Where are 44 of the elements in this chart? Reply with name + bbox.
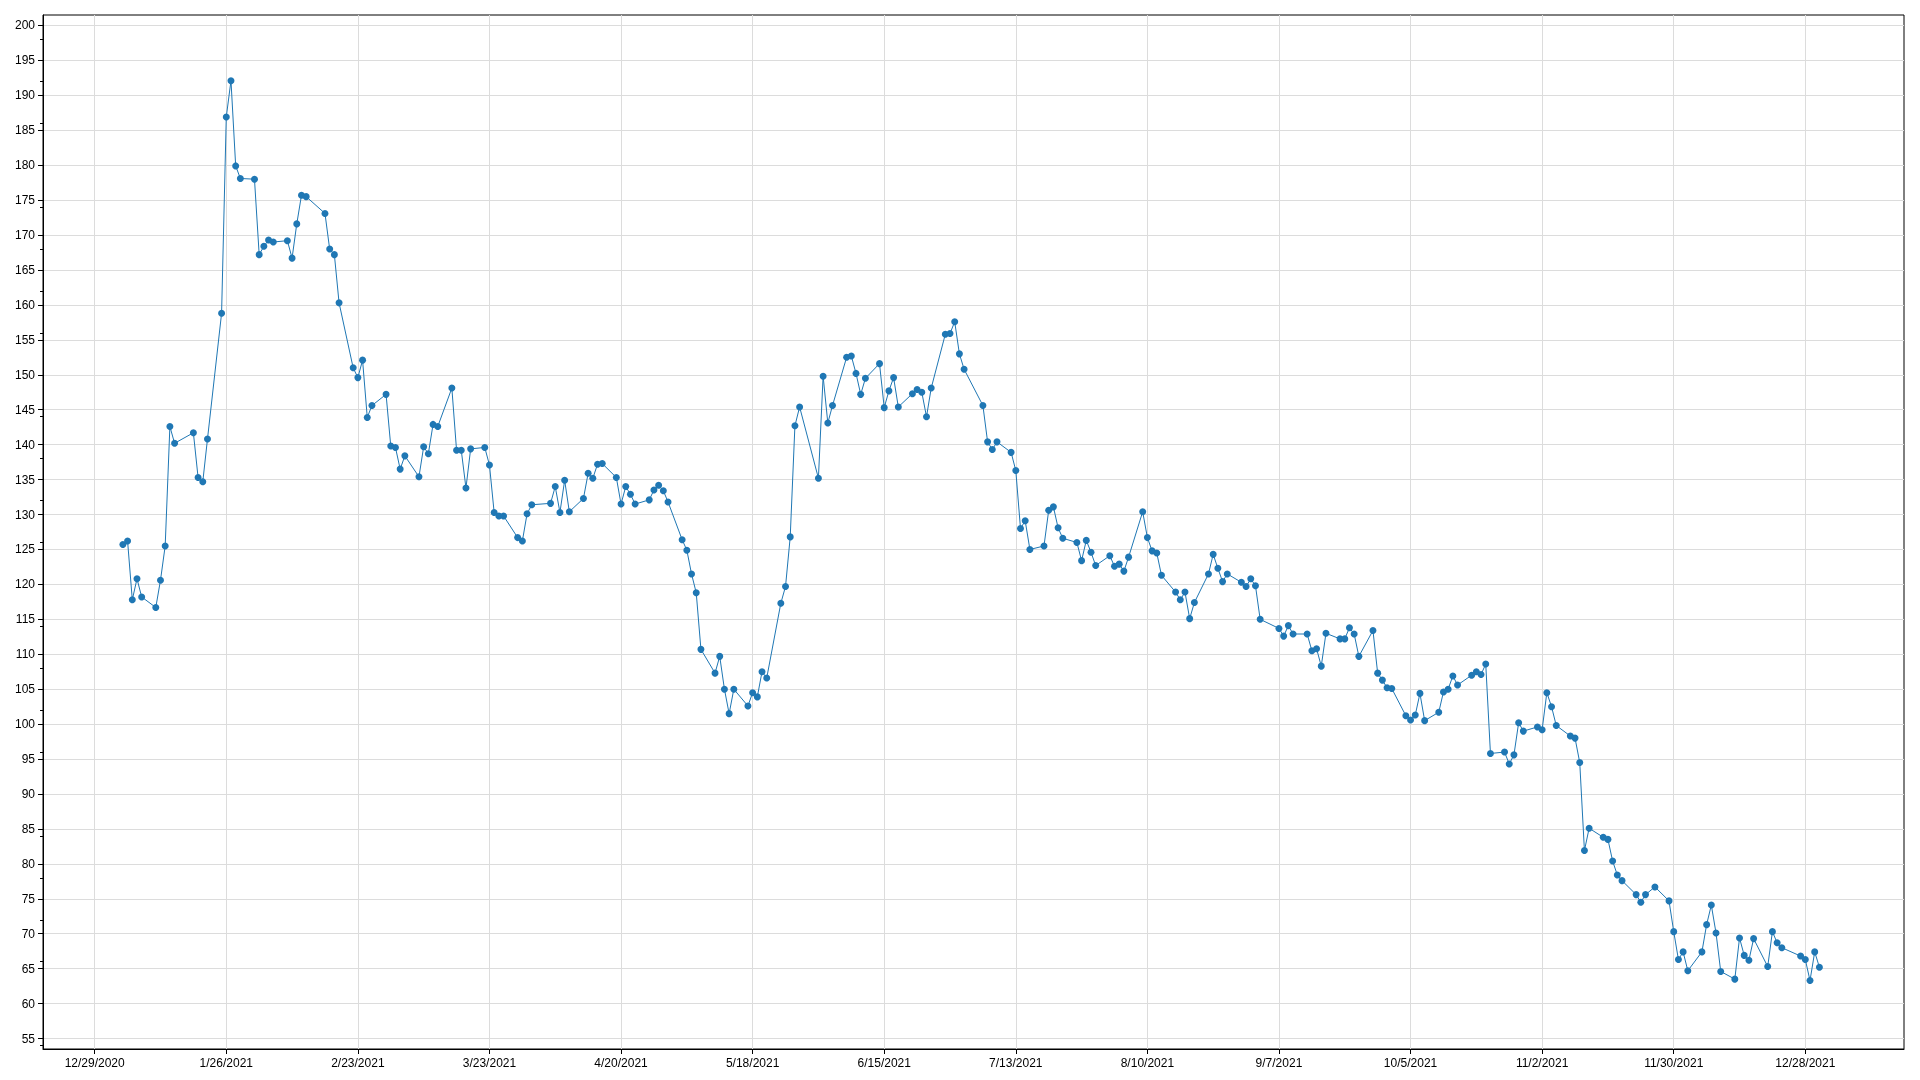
x-tick-label: 2/23/2021 [331,1056,385,1070]
y-tick-label: 125 [14,542,36,557]
y-tick-label: 155 [14,332,36,347]
x-tick-label: 3/23/2021 [462,1056,517,1070]
y-tick-label: 65 [21,961,36,976]
y-tick-label: 195 [14,53,36,68]
x-tick-label: 12/28/2021 [1775,1056,1836,1070]
y-tick-label: 95 [21,752,36,767]
y-tick-label: 60 [21,996,36,1011]
y-tick-label: 70 [21,926,36,941]
y-tick-label: 145 [14,402,36,417]
x-tick-label: 11/2/2021 [1515,1056,1569,1070]
x-tick-label: 10/5/2021 [1383,1056,1438,1070]
x-tick-label: 1/26/2021 [199,1056,254,1070]
y-tick-label: 135 [14,472,36,487]
y-tick-label: 175 [14,193,36,208]
y-tick-label: 80 [21,856,36,871]
y-tick-label: 120 [14,577,36,592]
y-tick-label: 180 [14,158,36,173]
y-tick-label: 150 [14,367,36,382]
x-tick-label: 4/20/2021 [594,1056,649,1070]
y-tick-label: 110 [15,647,36,662]
y-tick-label: 160 [14,297,36,312]
x-tick-label: 7/13/2021 [989,1056,1043,1070]
y-tick-label: 115 [15,612,36,627]
y-tick-label: 85 [21,821,36,836]
x-tick-label: 11/30/2021 [1644,1056,1704,1070]
y-tick-label: 140 [14,437,36,452]
x-tick-label: 8/10/2021 [1120,1056,1175,1070]
y-tick-label: 75 [21,891,36,906]
y-tick-label: 105 [14,682,36,697]
x-tick-label: 5/18/2021 [725,1056,780,1070]
y-tick-label: 165 [14,263,36,278]
y-tick-label: 90 [21,786,36,801]
y-tick-label: 55 [21,1031,36,1046]
y-tick-label: 130 [14,507,36,522]
y-tick-label: 190 [14,88,36,103]
x-tick-label: 6/15/2021 [857,1056,912,1070]
x-tick-label: 12/29/2020 [64,1056,126,1070]
y-tick-label: 170 [14,228,36,243]
y-tick-label: 100 [14,717,36,732]
y-tick-label: 185 [14,123,36,138]
y-tick-label: 200 [14,18,36,33]
x-tick-label: 9/7/2021 [1255,1056,1303,1070]
